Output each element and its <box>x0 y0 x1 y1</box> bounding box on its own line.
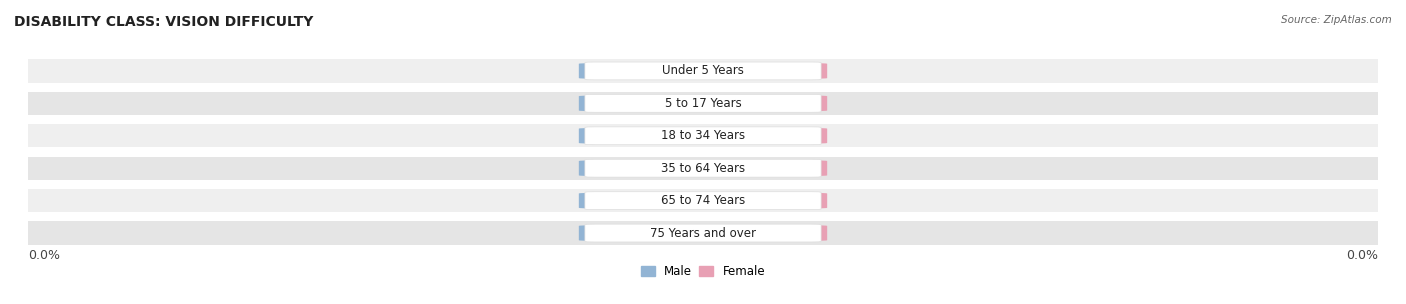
Text: 0.0%: 0.0% <box>744 196 775 206</box>
Text: 75 Years and over: 75 Years and over <box>650 226 756 240</box>
FancyBboxPatch shape <box>585 224 821 242</box>
FancyBboxPatch shape <box>692 63 827 79</box>
Text: 5 to 17 Years: 5 to 17 Years <box>665 97 741 110</box>
Text: 65 to 74 Years: 65 to 74 Years <box>661 194 745 207</box>
FancyBboxPatch shape <box>579 95 714 111</box>
FancyBboxPatch shape <box>692 95 827 111</box>
FancyBboxPatch shape <box>585 95 821 112</box>
Text: 0.0%: 0.0% <box>744 131 775 141</box>
Text: 0.0%: 0.0% <box>631 228 662 238</box>
Text: 0.0%: 0.0% <box>1346 249 1378 262</box>
Text: 0.0%: 0.0% <box>631 131 662 141</box>
Text: Source: ZipAtlas.com: Source: ZipAtlas.com <box>1281 15 1392 25</box>
FancyBboxPatch shape <box>692 128 827 143</box>
Text: 0.0%: 0.0% <box>744 98 775 108</box>
Text: 35 to 64 Years: 35 to 64 Years <box>661 162 745 175</box>
Text: 0.0%: 0.0% <box>631 66 662 76</box>
Legend: Male, Female: Male, Female <box>641 265 765 278</box>
FancyBboxPatch shape <box>585 159 821 177</box>
FancyBboxPatch shape <box>579 225 714 241</box>
Text: 0.0%: 0.0% <box>744 163 775 173</box>
Text: DISABILITY CLASS: VISION DIFFICULTY: DISABILITY CLASS: VISION DIFFICULTY <box>14 15 314 29</box>
FancyBboxPatch shape <box>692 225 827 241</box>
Bar <box>28 189 1378 212</box>
FancyBboxPatch shape <box>692 161 827 176</box>
FancyBboxPatch shape <box>579 63 714 79</box>
FancyBboxPatch shape <box>579 161 714 176</box>
Text: 0.0%: 0.0% <box>744 66 775 76</box>
Text: 0.0%: 0.0% <box>744 228 775 238</box>
Bar <box>28 157 1378 180</box>
Text: 0.0%: 0.0% <box>28 249 60 262</box>
Bar <box>28 92 1378 115</box>
FancyBboxPatch shape <box>579 193 714 209</box>
Bar <box>28 124 1378 147</box>
Bar <box>28 221 1378 245</box>
Text: Under 5 Years: Under 5 Years <box>662 64 744 78</box>
Text: 0.0%: 0.0% <box>631 163 662 173</box>
Text: 0.0%: 0.0% <box>631 98 662 108</box>
FancyBboxPatch shape <box>579 128 714 143</box>
FancyBboxPatch shape <box>585 192 821 209</box>
FancyBboxPatch shape <box>692 193 827 209</box>
FancyBboxPatch shape <box>585 127 821 145</box>
Text: 0.0%: 0.0% <box>631 196 662 206</box>
Bar <box>28 59 1378 83</box>
Text: 18 to 34 Years: 18 to 34 Years <box>661 129 745 142</box>
FancyBboxPatch shape <box>585 62 821 80</box>
